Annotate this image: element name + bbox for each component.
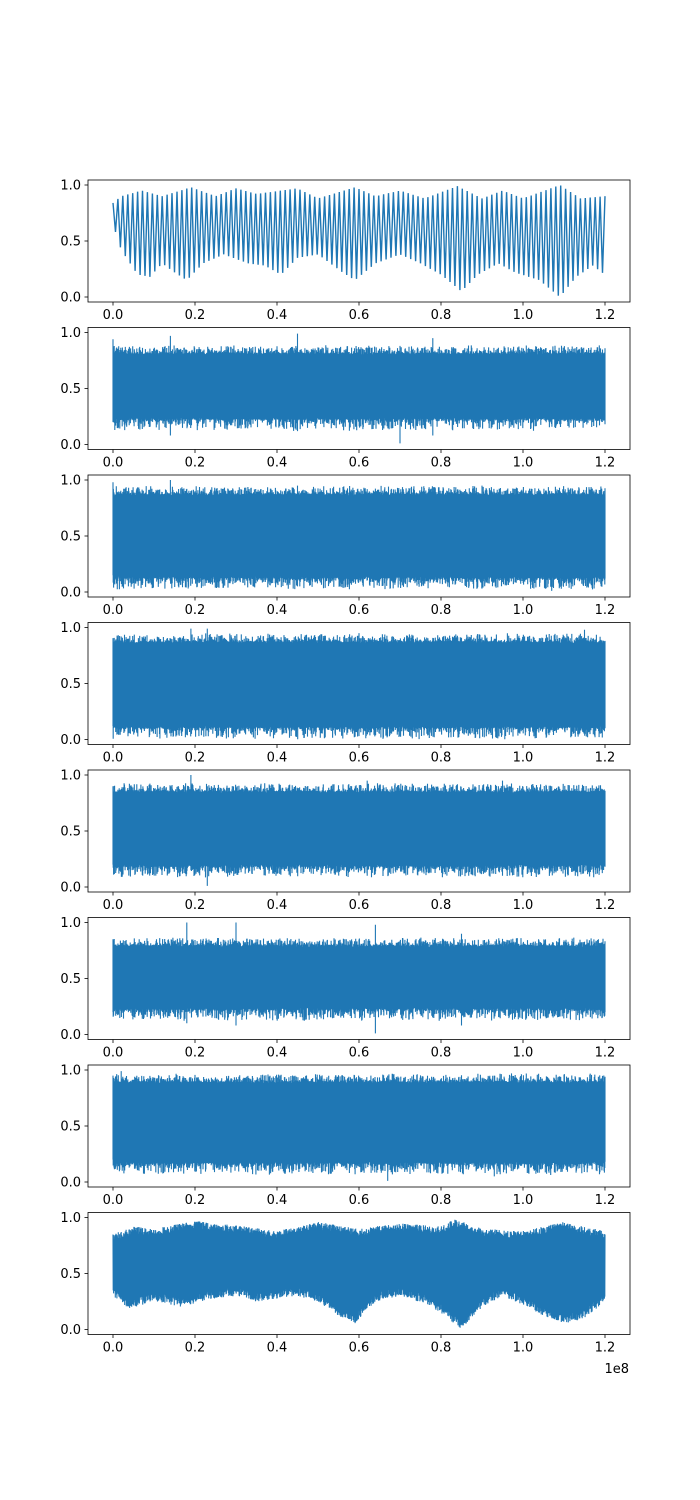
- subplot-4: 0.0 0.2 0.4 0.6 0.8 1.0 1.2 0.0 0.5 1.0: [60, 621, 631, 766]
- series-line: [112, 185, 606, 296]
- x-tick-label: 0.6: [349, 308, 370, 323]
- y-tick-label: 0.5: [60, 382, 81, 397]
- subplot-6: 0.0 0.2 0.4 0.6 0.8 1.0 1.2 0.0 0.5 1.0: [60, 916, 631, 1061]
- x-tick-label: 0.0: [103, 898, 124, 913]
- x-tick-label: 0.2: [185, 1193, 206, 1208]
- x-tick-label: 0.4: [267, 898, 288, 913]
- series-line: [112, 775, 606, 886]
- x-tick-label: 0.0: [103, 456, 124, 471]
- y-tick-label: 1.0: [60, 916, 81, 931]
- y-tick-label: 0.0: [60, 733, 81, 748]
- x-tick-label: 1.2: [595, 1193, 616, 1208]
- y-tick-label: 1.0: [60, 769, 81, 784]
- x-tick-label: 1.2: [595, 456, 616, 471]
- x-tick-label: 0.0: [103, 1341, 124, 1356]
- x-tick-label: 0.4: [267, 1341, 288, 1356]
- x-tick-label: 0.6: [349, 1193, 370, 1208]
- y-tick-label: 0.5: [60, 530, 81, 545]
- x-tick-label: 0.8: [431, 603, 452, 618]
- x-tick-label: 0.8: [431, 751, 452, 766]
- x-tick-label: 1.0: [513, 751, 534, 766]
- subplot-8: 0.0 0.2 0.4 0.6 0.8 1.0 1.2 0.0 0.5 1.0: [60, 1211, 631, 1356]
- x-tick-label: 0.6: [349, 1341, 370, 1356]
- series-line: [112, 922, 606, 1034]
- y-tick-label: 1.0: [60, 474, 81, 489]
- x-tick-label: 1.0: [513, 1193, 534, 1208]
- x-tick-label: 0.6: [349, 898, 370, 913]
- x-tick-label: 1.2: [595, 898, 616, 913]
- y-tick-label: 0.5: [60, 825, 81, 840]
- y-tick-label: 0.5: [60, 1120, 81, 1135]
- series-line: [112, 480, 606, 591]
- x-tick-label: 0.0: [103, 1046, 124, 1061]
- x-tick-label: 0.8: [431, 1341, 452, 1356]
- x-tick-label: 0.2: [185, 1341, 206, 1356]
- subplot-5: 0.0 0.2 0.4 0.6 0.8 1.0 1.2 0.0 0.5 1.0: [60, 769, 631, 913]
- x-tick-label: 1.0: [513, 898, 534, 913]
- y-tick-label: 0.0: [60, 291, 81, 306]
- y-tick-label: 0.0: [60, 1323, 81, 1338]
- x-tick-label: 0.2: [185, 308, 206, 323]
- x-tick-label: 0.6: [349, 603, 370, 618]
- x-tick-label: 0.4: [267, 751, 288, 766]
- x-tick-label: 1.2: [595, 1341, 616, 1356]
- x-tick-label: 0.8: [431, 456, 452, 471]
- y-tick-label: 0.5: [60, 235, 81, 250]
- x-tick-label: 1.2: [595, 603, 616, 618]
- y-tick-label: 0.0: [60, 1028, 81, 1043]
- y-tick-label: 0.5: [60, 972, 81, 987]
- subplot-2: 0.0 0.2 0.4 0.6 0.8 1.0 1.2 0.0 0.5 1.0: [60, 326, 631, 471]
- x-tick-label: 0.0: [103, 1193, 124, 1208]
- x-tick-label: 0.8: [431, 898, 452, 913]
- y-tick-label: 0.0: [60, 1176, 81, 1191]
- x-tick-label: 0.0: [103, 751, 124, 766]
- y-tick-label: 1.0: [60, 179, 81, 194]
- y-tick-label: 1.0: [60, 326, 81, 341]
- x-tick-label: 1.0: [513, 1341, 534, 1356]
- x-tick-label: 0.6: [349, 456, 370, 471]
- subplot-1: 0.0 0.2 0.4 0.6 0.8 1.0 1.2 0.0 0.5 1.0: [60, 179, 631, 323]
- x-tick-label: 0.6: [349, 751, 370, 766]
- subplot-3: 0.0 0.2 0.4 0.6 0.8 1.0 1.2 0.0 0.5 1.0: [60, 474, 631, 618]
- x-tick-label: 0.2: [185, 603, 206, 618]
- x-tick-label: 0.8: [431, 1046, 452, 1061]
- series-line: [112, 628, 606, 740]
- x-tick-label: 0.0: [103, 308, 124, 323]
- x-tick-label: 1.0: [513, 603, 534, 618]
- y-tick-label: 0.5: [60, 1267, 81, 1282]
- series-line: [112, 1219, 606, 1328]
- y-tick-label: 1.0: [60, 1211, 81, 1226]
- x-tick-label: 0.4: [267, 1193, 288, 1208]
- subplots: 0.0 0.2 0.4 0.6 0.8 1.0 1.20.00.51.00.0 0.2 0.4 0…: [60, 179, 631, 1356]
- y-tick-label: 0.5: [60, 677, 81, 692]
- series-line: [112, 333, 606, 444]
- x-tick-label: 1.0: [513, 456, 534, 471]
- y-tick-label: 0.0: [60, 586, 81, 601]
- y-tick-label: 1.0: [60, 1064, 81, 1079]
- x-tick-label: 0.2: [185, 751, 206, 766]
- x-tick-label: 1.2: [595, 1046, 616, 1061]
- x-tick-label: 0.2: [185, 456, 206, 471]
- subplot-7: 0.0 0.2 0.4 0.6 0.8 1.0 1.2 0.0 0.5 1.0: [60, 1064, 631, 1208]
- x-tick-label: 0.4: [267, 456, 288, 471]
- x-offset-label: 1e8: [604, 1362, 629, 1377]
- y-tick-label: 1.0: [60, 621, 81, 636]
- series-line: [112, 1071, 606, 1181]
- x-tick-label: 0.2: [185, 1046, 206, 1061]
- x-tick-label: 0.6: [349, 1046, 370, 1061]
- x-tick-label: 0.2: [185, 898, 206, 913]
- x-tick-label: 0.8: [431, 308, 452, 323]
- x-tick-label: 0.4: [267, 1046, 288, 1061]
- x-tick-label: 1.2: [595, 308, 616, 323]
- x-tick-label: 0.8: [431, 1193, 452, 1208]
- y-tick-label: 0.0: [60, 438, 81, 453]
- x-tick-label: 1.0: [513, 1046, 534, 1061]
- x-tick-label: 1.0: [513, 308, 534, 323]
- x-tick-label: 0.4: [267, 308, 288, 323]
- x-tick-label: 0.0: [103, 603, 124, 618]
- x-tick-label: 1.2: [595, 751, 616, 766]
- y-tick-label: 0.0: [60, 881, 81, 896]
- x-tick-label: 0.4: [267, 603, 288, 618]
